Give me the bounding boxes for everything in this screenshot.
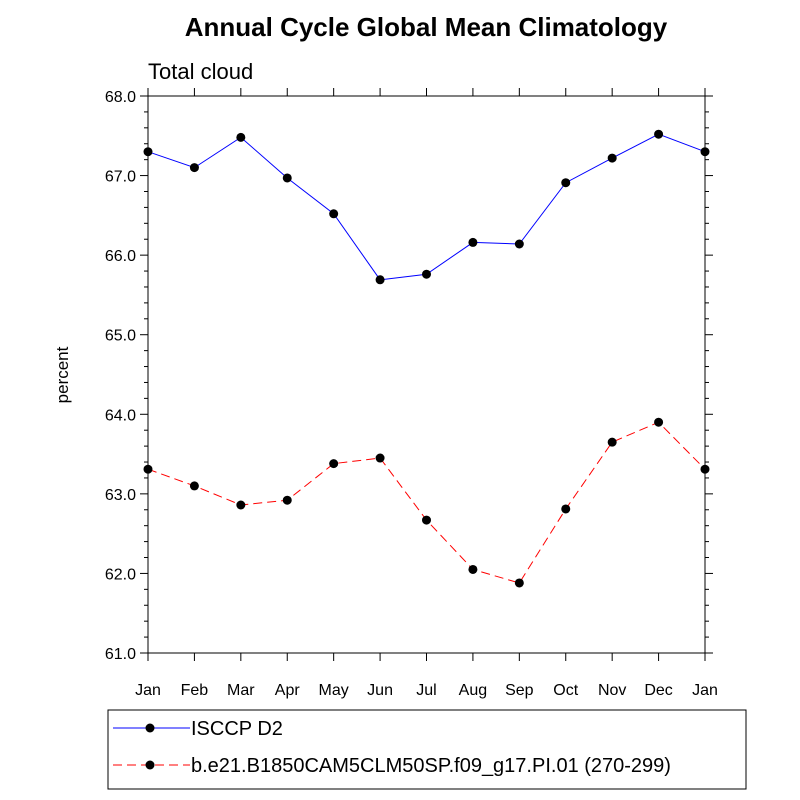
x-tick-label: Feb xyxy=(181,682,209,699)
data-point xyxy=(422,515,431,525)
data-point xyxy=(468,564,478,574)
series-layer xyxy=(143,129,710,588)
data-point xyxy=(143,464,153,474)
data-point xyxy=(654,129,664,139)
x-tick-label: May xyxy=(319,682,349,699)
data-point xyxy=(607,153,617,163)
x-tick-label: Apr xyxy=(275,682,301,699)
y-tick-label: 63.0 xyxy=(105,487,136,504)
legend: ISCCP D2 b.e21.B1850CAM5CLM50SP.f09_g17.P… xyxy=(107,709,747,790)
x-tick-label: Jan xyxy=(692,682,718,699)
series-1 xyxy=(143,129,710,285)
x-tick-label: Oct xyxy=(553,682,578,699)
legend-marker xyxy=(145,723,155,733)
y-tick-label: 66.0 xyxy=(105,248,136,265)
data-point xyxy=(143,147,153,157)
x-tick-label: Mar xyxy=(227,682,255,699)
data-point xyxy=(189,163,199,173)
x-tick-label: Aug xyxy=(459,682,487,699)
plot-frame xyxy=(147,95,706,654)
y-axis-label: percent xyxy=(53,346,72,403)
series-line xyxy=(147,421,706,584)
data-point xyxy=(375,453,385,463)
data-point xyxy=(422,269,431,279)
data-point xyxy=(514,239,524,249)
data-point xyxy=(700,464,710,474)
data-point xyxy=(375,275,385,285)
legend-marker xyxy=(145,760,155,770)
data-point xyxy=(561,178,571,188)
data-point xyxy=(282,173,292,183)
data-point xyxy=(607,437,617,447)
data-point xyxy=(561,504,571,514)
y-tick-label: 62.0 xyxy=(105,566,136,583)
data-point xyxy=(236,132,246,142)
y-tick-label: 68.0 xyxy=(105,89,136,106)
series-line xyxy=(147,133,706,281)
data-point xyxy=(329,209,339,219)
data-point xyxy=(514,578,524,588)
y-tick-label: 64.0 xyxy=(105,407,136,424)
legend-label: ISCCP D2 xyxy=(191,718,283,740)
x-tick-label: Dec xyxy=(644,682,672,699)
axes: 61.0 62.0 63.0 64.0 65.0 66.0 67.0 68.0 Jan Feb Ma… xyxy=(105,88,718,699)
y-tick-label: 65.0 xyxy=(105,328,136,345)
y-tick-label: 67.0 xyxy=(105,169,136,186)
data-point xyxy=(654,417,664,427)
y-tick-label: 61.0 xyxy=(105,646,136,663)
data-point xyxy=(468,237,478,247)
x-tick-label: Sep xyxy=(505,682,534,699)
data-point xyxy=(236,500,246,510)
chart-subtitle: Total cloud xyxy=(148,59,253,84)
legend-label: b.e21.B1850CAM5CLM50SP.f09_g17.PI.01 (27… xyxy=(191,755,671,777)
legend-box xyxy=(107,709,747,790)
chart-title: Annual Cycle Global Mean Climatology xyxy=(185,12,668,42)
x-tick-label: Jun xyxy=(367,682,393,699)
x-tick-label: Nov xyxy=(598,682,626,699)
data-point xyxy=(189,481,199,491)
x-tick-label: Jul xyxy=(416,682,436,699)
data-point xyxy=(282,495,292,505)
data-point xyxy=(329,459,339,469)
series-2 xyxy=(143,417,710,588)
data-point xyxy=(700,147,710,157)
x-tick-label: Jan xyxy=(135,682,161,699)
